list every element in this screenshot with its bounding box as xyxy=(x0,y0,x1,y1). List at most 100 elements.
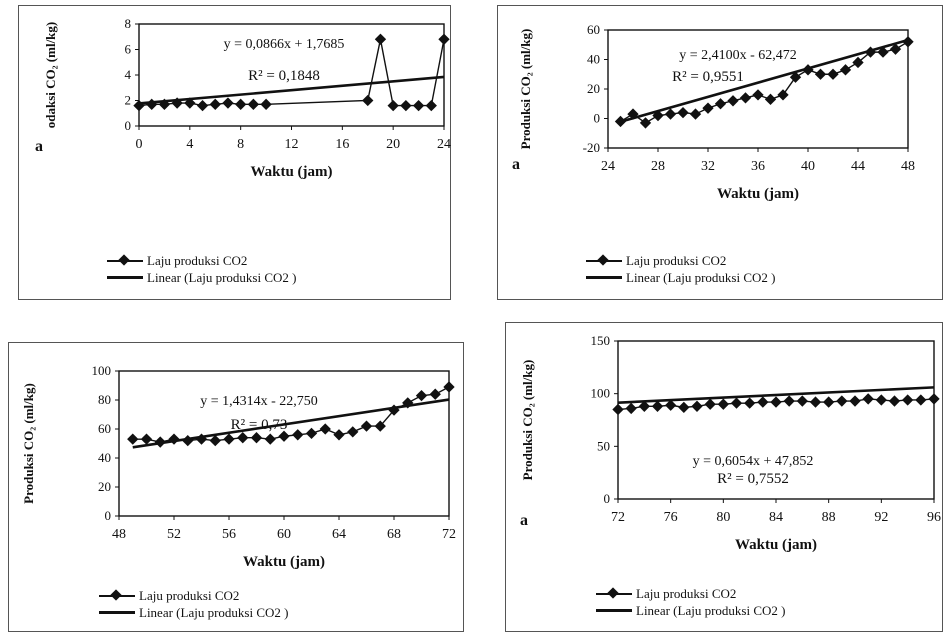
legend-item-trendline: Linear (Laju produksi CO2 ) xyxy=(596,602,785,619)
x-tick-label: 92 xyxy=(874,510,888,525)
data-point xyxy=(902,394,914,406)
data-point xyxy=(237,432,249,444)
data-point xyxy=(704,398,716,410)
data-point xyxy=(360,420,373,432)
y-tick-label: 40 xyxy=(98,450,111,465)
x-tick-label: 52 xyxy=(167,527,181,542)
legend-item-series: Laju produksi CO2 xyxy=(596,585,785,602)
x-tick-label: 96 xyxy=(927,510,941,525)
data-point xyxy=(915,394,927,406)
x-tick-label: 0 xyxy=(136,137,143,152)
data-point xyxy=(614,115,627,128)
data-point xyxy=(677,106,689,119)
x-tick-label: 8 xyxy=(237,137,244,152)
data-point xyxy=(823,396,835,408)
x-tick-label: 72 xyxy=(611,510,625,525)
r-squared-label: R² = 0,7552 xyxy=(717,471,789,487)
data-point xyxy=(612,403,624,416)
legend-line-icon xyxy=(586,272,622,284)
y-tick-label: 150 xyxy=(591,333,611,348)
x-tick-label: 68 xyxy=(387,527,401,542)
y-tick-label: 0 xyxy=(604,491,611,506)
data-point xyxy=(875,394,887,406)
x-axis-title: Waktu (jam) xyxy=(250,164,332,180)
x-tick-label: 60 xyxy=(277,527,291,542)
data-point xyxy=(235,98,247,110)
plot-area xyxy=(118,370,450,517)
chart-4-svg: 0 50 100 150 72 76 80 84 88 92 96 Waktu (jam) Produk… xyxy=(520,333,941,553)
x-tick-label: 20 xyxy=(386,137,400,152)
data-point xyxy=(412,99,425,112)
data-point xyxy=(362,94,374,107)
y-tick-label: 50 xyxy=(597,438,610,453)
x-axis-title: Waktu (jam) xyxy=(735,537,817,553)
legend-label-trendline: Linear (Laju produksi CO2 ) xyxy=(626,269,776,285)
data-point xyxy=(764,93,777,105)
data-point xyxy=(752,89,764,101)
data-point xyxy=(374,33,387,45)
chart-2-svg: -20 0 20 40 60 24 28 32 36 40 44 48 Waktu (jam) Produ… xyxy=(512,22,915,202)
y-axis-title: Produksi CO₂ (ml/kg) xyxy=(21,383,36,504)
x-tick-label: 32 xyxy=(701,159,715,174)
data-point xyxy=(133,99,145,112)
y-tick-label: -20 xyxy=(583,140,600,155)
data-point xyxy=(182,434,194,447)
legend-4: Laju produksi CO2 Linear (Laju produksi … xyxy=(596,585,785,619)
x-tick-label: 12 xyxy=(285,137,299,152)
data-point xyxy=(260,98,272,110)
y-tick-label: 4 xyxy=(125,67,132,82)
data-point xyxy=(678,401,690,414)
data-point xyxy=(827,68,839,80)
trendline-equation: y = 0,0866x + 1,7685 xyxy=(224,37,345,52)
data-point xyxy=(651,400,664,412)
panel-letter: a xyxy=(520,512,528,529)
x-axis-title: Waktu (jam) xyxy=(243,554,325,570)
x-axis-title: Waktu (jam) xyxy=(717,186,799,202)
trendline-equation: y = 2,4100x - 62,472 xyxy=(679,48,797,63)
data-point xyxy=(864,46,877,58)
panel-letter: a xyxy=(512,156,520,173)
x-tick-label: 64 xyxy=(332,527,346,542)
x-tick-label: 48 xyxy=(901,159,915,174)
y-tick-label: 100 xyxy=(591,386,611,401)
y-tick-label: 100 xyxy=(92,363,112,378)
x-tick-label: 44 xyxy=(851,159,865,174)
legend-line-icon xyxy=(596,605,632,617)
legend-label-series: Laju produksi CO2 xyxy=(636,585,737,601)
y-tick-label: 0 xyxy=(594,111,601,126)
legend-label-series: Laju produksi CO2 xyxy=(147,252,248,268)
data-point xyxy=(717,398,729,410)
y-tick-label: 2 xyxy=(125,93,132,108)
x-tick-label: 28 xyxy=(651,159,665,174)
data-point xyxy=(796,395,808,407)
panel-letter: a xyxy=(35,138,43,155)
r-squared-label: R² = 0,9551 xyxy=(672,69,744,85)
data-point xyxy=(739,92,752,104)
y-tick-label: 6 xyxy=(125,42,132,57)
trendline-equation: y = 1,4314x - 22,750 xyxy=(200,394,318,409)
data-point xyxy=(783,395,795,407)
legend-marker-icon xyxy=(99,588,135,602)
data-point xyxy=(429,388,441,400)
data-point xyxy=(425,99,437,112)
x-tick-label: 4 xyxy=(186,137,193,152)
data-point xyxy=(625,402,637,415)
data-point xyxy=(852,56,864,69)
data-point xyxy=(877,46,889,58)
legend-label-series: Laju produksi CO2 xyxy=(139,587,240,603)
data-point xyxy=(347,426,359,438)
data-point xyxy=(744,397,756,409)
r-squared-label: R² = 0,73 xyxy=(231,417,288,433)
data-point xyxy=(305,427,318,440)
x-tick-label: 56 xyxy=(222,527,236,542)
data-point xyxy=(730,397,743,409)
data-point xyxy=(888,395,901,407)
data-point xyxy=(223,433,235,445)
legend-1: Laju produksi CO2 Linear (Laju produksi … xyxy=(107,252,296,286)
y-tick-label: 0 xyxy=(125,118,132,133)
legend-label-trendline: Linear (Laju produksi CO2 ) xyxy=(139,604,289,620)
data-point xyxy=(196,99,209,112)
data-point xyxy=(689,108,702,120)
legend-line-icon xyxy=(99,607,135,619)
legend-label-trendline: Linear (Laju produksi CO2 ) xyxy=(636,602,786,618)
